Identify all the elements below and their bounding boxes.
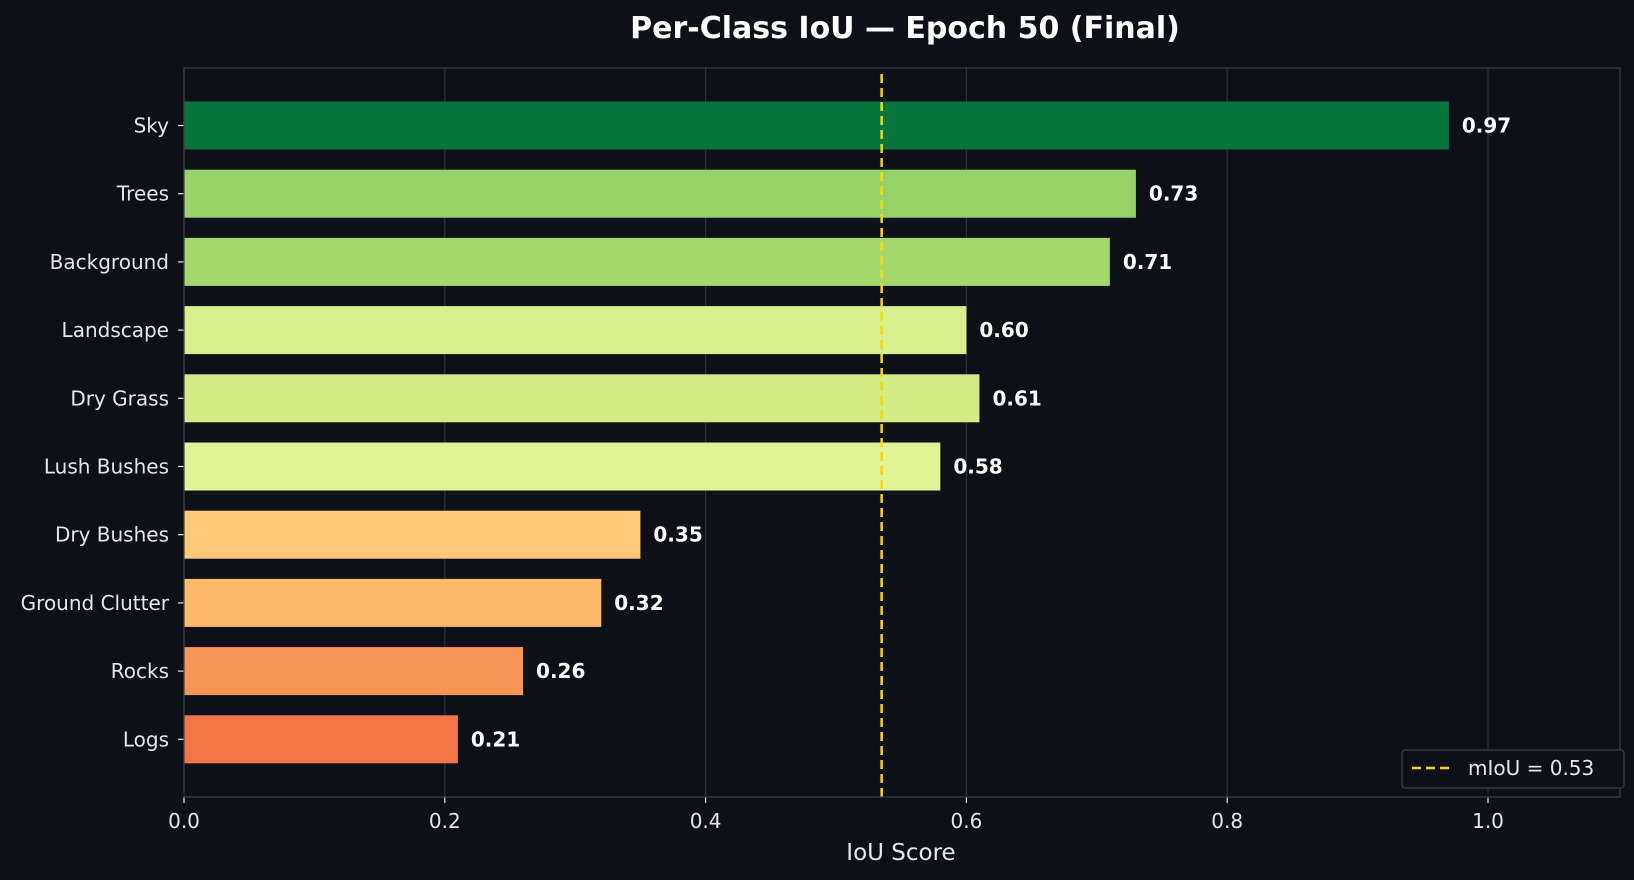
bar-value-label: 0.26 <box>536 659 585 683</box>
bar-sky <box>184 101 1449 150</box>
axes-frame <box>183 67 1621 798</box>
category-label: Logs <box>123 727 169 751</box>
category-label: Ground Clutter <box>21 591 170 615</box>
x-axis-label: IoU Score <box>846 840 955 866</box>
category-label: Lush Bushes <box>44 455 169 479</box>
bar-value-label: 0.58 <box>953 455 1002 479</box>
chart-title: Per-Class IoU — Epoch 50 (Final) <box>630 11 1180 46</box>
bar-layer <box>184 101 1449 764</box>
x-tick-label: 0.8 <box>1211 809 1243 833</box>
bar-landscape <box>184 306 967 355</box>
bar-value-label: 0.60 <box>979 318 1028 342</box>
bar-value-label: 0.73 <box>1149 182 1198 206</box>
category-label: Sky <box>134 114 170 138</box>
category-label: Background <box>50 250 169 274</box>
x-tick-label: 0.6 <box>950 809 982 833</box>
bar-value-label: 0.21 <box>471 727 520 751</box>
legend-box <box>1401 749 1625 789</box>
category-label: Dry Grass <box>70 386 169 410</box>
axes-layer <box>178 67 1621 803</box>
x-tick-label: 0.2 <box>429 809 461 833</box>
legend-label: mIoU = 0.53 <box>1468 756 1594 780</box>
x-tick-label: 0.4 <box>690 809 722 833</box>
category-label: Landscape <box>62 318 169 342</box>
bar-dry-bushes <box>184 510 641 559</box>
bar-background <box>184 237 1110 286</box>
bar-trees <box>184 169 1136 218</box>
bar-value-label: 0.97 <box>1462 114 1511 138</box>
category-label: Dry Bushes <box>55 523 169 547</box>
legend: mIoU = 0.53 <box>1401 749 1625 789</box>
bar-value-label: 0.71 <box>1123 250 1172 274</box>
bar-rocks <box>184 647 524 696</box>
bar-value-label: 0.35 <box>653 523 702 547</box>
bar-lush-bushes <box>184 442 941 491</box>
x-tick-label: 1.0 <box>1472 809 1504 833</box>
bar-dry-grass <box>184 374 980 423</box>
bar-value-label: 0.32 <box>614 591 663 615</box>
bar-ground-clutter <box>184 578 602 627</box>
bar-logs <box>184 715 458 764</box>
bar-value-label: 0.61 <box>992 386 1041 410</box>
label-layer: 0.0 0.2 0.4 0.6 0.8 1.0 0.97 Sky 0.73 Trees 0.71 Ba… <box>21 114 1512 834</box>
category-label: Rocks <box>111 659 169 683</box>
category-label: Trees <box>116 182 169 206</box>
x-tick-label: 0.0 <box>168 809 200 833</box>
